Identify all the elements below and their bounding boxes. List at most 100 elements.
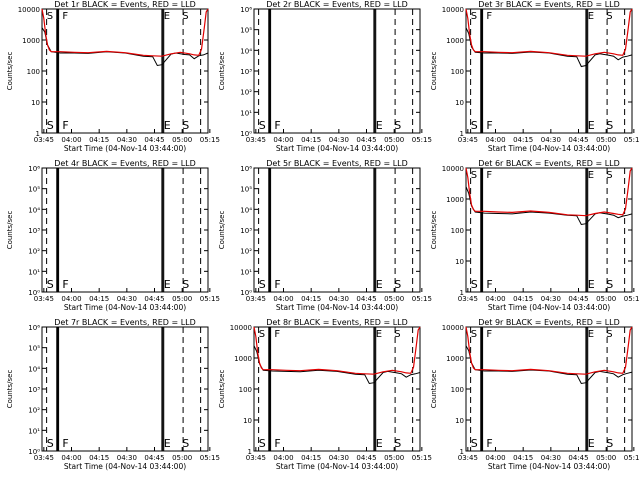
y-tick-label: 10000 — [18, 6, 40, 14]
event-marker-label-top: E — [376, 329, 382, 340]
y-tick-label: 100 — [239, 386, 252, 394]
y-tick-label: 1 — [460, 448, 464, 456]
y-axis-label: Counts/sec — [430, 211, 438, 250]
y-tick-label: 10⁵ — [28, 186, 40, 194]
x-tick-label: 04:15 — [301, 136, 321, 144]
x-tick-label: 05:00 — [384, 295, 404, 303]
event-marker-label: S — [471, 437, 478, 450]
y-tick-label: 1 — [460, 130, 464, 138]
x-axis-label: Start Time (04-Nov-14 03:44:00) — [488, 144, 610, 153]
event-marker-label: S — [259, 278, 266, 291]
x-tick-label: 05:15 — [624, 454, 640, 462]
event-marker-label: E — [164, 278, 171, 291]
chart-panel-1: Det 1r BLACK = Events, RED = LLD 1 10 100 10… — [6, 0, 220, 153]
event-marker-label: S — [182, 278, 189, 291]
y-tick-label: 10⁵ — [240, 186, 252, 194]
x-tick-label: 05:15 — [624, 295, 640, 303]
x-tick-label: 04:15 — [513, 136, 533, 144]
x-tick-label: 05:15 — [200, 295, 220, 303]
y-tick-label: 10 — [31, 99, 40, 107]
event-marker-label: F — [62, 119, 68, 132]
x-tick-label: 05:00 — [172, 295, 192, 303]
y-tick-label: 10⁵ — [240, 27, 252, 35]
y-tick-label: 10² — [240, 89, 252, 97]
x-tick-label: 05:15 — [412, 136, 432, 144]
y-tick-label: 100 — [451, 386, 464, 394]
y-tick-label: 10000 — [442, 165, 464, 173]
event-marker-label-top: E — [588, 329, 594, 340]
y-tick-label: 10⁴ — [240, 206, 252, 214]
event-marker-label: S — [259, 437, 266, 450]
event-marker-label-top: S — [471, 329, 477, 340]
lld-series-line — [465, 167, 633, 217]
y-tick-label: 10000 — [442, 6, 464, 14]
x-tick-label: 03:45 — [458, 454, 478, 462]
y-tick-label: 1000 — [446, 37, 464, 45]
y-axis-label: Counts/sec — [218, 52, 226, 91]
x-tick-label: 04:30 — [117, 136, 137, 144]
y-tick-label: 10⁴ — [28, 206, 40, 214]
chart-title: Det 1r BLACK = Events, RED = LLD — [54, 0, 196, 9]
y-tick-label: 10⁰ — [240, 289, 252, 297]
x-tick-label: 04:15 — [89, 136, 109, 144]
x-axis-label: Start Time (04-Nov-14 03:44:00) — [488, 462, 610, 471]
lld-series-line — [41, 8, 209, 57]
x-tick-label: 04:45 — [144, 136, 164, 144]
x-tick-label: 03:45 — [246, 136, 266, 144]
y-tick-label: 10⁴ — [28, 365, 40, 373]
x-axis-label: Start Time (04-Nov-14 03:44:00) — [64, 144, 186, 153]
x-tick-label: 04:45 — [568, 136, 588, 144]
y-tick-label: 1 — [248, 448, 252, 456]
x-tick-label: 04:15 — [89, 295, 109, 303]
event-marker-label: F — [486, 278, 492, 291]
event-marker-label: F — [274, 278, 280, 291]
event-marker-label-top: E — [164, 11, 170, 22]
x-tick-label: 05:00 — [384, 454, 404, 462]
x-tick-label: 05:00 — [596, 136, 616, 144]
y-axis-label: Counts/sec — [430, 370, 438, 409]
chart-title: Det 8r BLACK = Events, RED = LLD — [266, 318, 408, 327]
event-marker-label-top: S — [606, 170, 612, 181]
event-marker-label: E — [164, 119, 171, 132]
y-tick-label: 10³ — [28, 386, 40, 394]
event-marker-label: S — [182, 437, 189, 450]
x-tick-label: 04:00 — [273, 295, 293, 303]
chart-title: Det 4r BLACK = Events, RED = LLD — [54, 159, 196, 168]
y-tick-label: 10 — [243, 417, 252, 425]
x-tick-label: 04:00 — [485, 136, 505, 144]
chart-panel-7: Det 7r BLACK = Events, RED = LLD 10⁰ 10¹ 10… — [6, 318, 220, 471]
event-marker-label: S — [394, 437, 401, 450]
events-series-line — [41, 27, 209, 67]
x-axis-label: Start Time (04-Nov-14 03:44:00) — [64, 462, 186, 471]
x-tick-label: 03:45 — [34, 295, 54, 303]
x-tick-label: 04:00 — [485, 295, 505, 303]
x-tick-label: 03:45 — [246, 454, 266, 462]
event-marker-label: S — [47, 119, 54, 132]
x-tick-label: 04:15 — [301, 454, 321, 462]
event-marker-label-top: E — [588, 11, 594, 22]
event-marker-label: F — [486, 119, 492, 132]
event-marker-label: S — [47, 437, 54, 450]
chart-panel-5: Det 5r BLACK = Events, RED = LLD 10⁰ 10¹ 10… — [218, 159, 432, 312]
event-marker-label: S — [394, 119, 401, 132]
x-tick-label: 05:15 — [412, 454, 432, 462]
y-tick-label: 1000 — [22, 37, 40, 45]
x-tick-label: 04:30 — [329, 295, 349, 303]
event-marker-label: F — [486, 437, 492, 450]
y-tick-label: 100 — [27, 68, 40, 76]
x-tick-label: 04:30 — [329, 136, 349, 144]
event-marker-label: S — [47, 278, 54, 291]
event-marker-label-top: F — [486, 329, 492, 340]
x-tick-label: 03:45 — [458, 295, 478, 303]
event-marker-label-top: S — [259, 329, 265, 340]
event-marker-label-top: S — [471, 170, 477, 181]
event-marker-label-top: F — [274, 329, 280, 340]
chart-panel-9: Det 9r BLACK = Events, RED = LLD 1 10 100 10… — [430, 318, 640, 471]
event-marker-label-top: S — [394, 329, 400, 340]
event-marker-label: S — [182, 119, 189, 132]
event-marker-label: F — [274, 437, 280, 450]
chart-panel-2: Det 2r BLACK = Events, RED = LLD 10⁰ 10¹ 10… — [218, 0, 432, 153]
x-tick-label: 04:30 — [329, 454, 349, 462]
event-marker-label-top: F — [486, 170, 492, 181]
x-tick-label: 05:15 — [412, 295, 432, 303]
